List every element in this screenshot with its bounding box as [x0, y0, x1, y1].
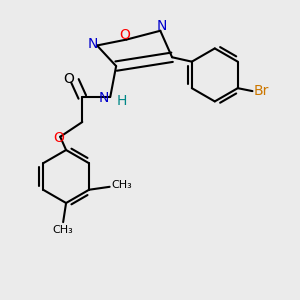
Text: O: O: [53, 131, 64, 145]
Text: Br: Br: [254, 84, 269, 98]
Text: N: N: [87, 37, 98, 51]
Text: N: N: [157, 19, 167, 33]
Text: O: O: [63, 72, 74, 86]
Text: CH₃: CH₃: [53, 225, 74, 235]
Text: CH₃: CH₃: [111, 180, 132, 190]
Text: O: O: [119, 28, 130, 42]
Text: N: N: [98, 92, 109, 106]
Text: H: H: [116, 94, 127, 108]
